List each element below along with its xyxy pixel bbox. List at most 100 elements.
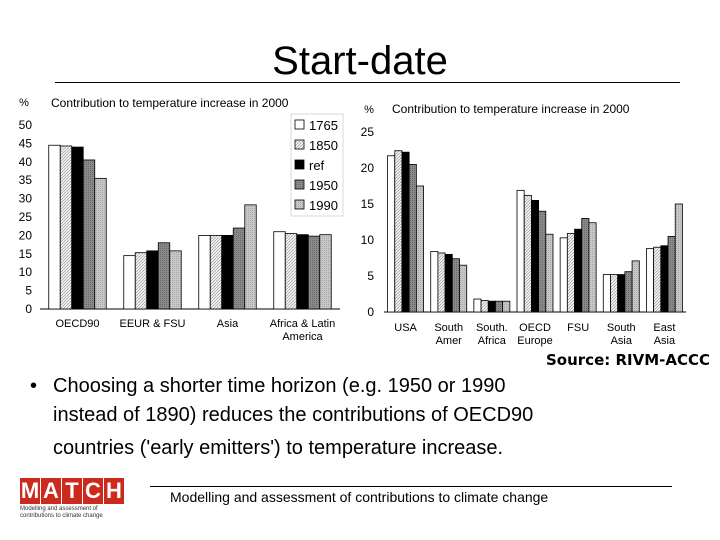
x-tick-label: USA	[394, 322, 417, 334]
bar	[394, 150, 403, 313]
y-tick-label: 45	[19, 136, 33, 150]
bar	[59, 145, 73, 310]
logo-letter: C	[83, 478, 103, 504]
y-tick-label: 20	[361, 161, 375, 175]
bar	[94, 177, 107, 310]
bullet-text: Choosing a shorter time horizon (e.g. 19…	[53, 372, 693, 463]
x-tick-label: South. Africa	[476, 322, 508, 347]
x-tick-label-part: FSU	[567, 322, 589, 334]
bar	[437, 252, 446, 313]
bar	[523, 194, 532, 313]
bar	[401, 151, 410, 313]
legend-label: ref	[309, 158, 325, 173]
y-unit-label: %	[364, 104, 374, 116]
bar	[473, 298, 482, 313]
bar	[82, 159, 96, 310]
x-tick-label: South Asia	[607, 322, 636, 347]
legend-swatch	[294, 139, 305, 150]
bar	[284, 233, 298, 310]
bar	[296, 234, 309, 310]
bar	[566, 233, 575, 313]
chart-title: Contribution to temperature increase in …	[392, 102, 630, 116]
y-tick-label: 15	[361, 197, 375, 211]
bar	[495, 300, 504, 313]
bar	[451, 258, 460, 313]
bar	[653, 246, 662, 313]
x-tick-label-part: OECD	[519, 322, 551, 334]
logo-subtitle: Modelling and assessment of contribution…	[20, 506, 126, 520]
x-tick-label-part: Asia	[611, 335, 633, 347]
bar	[674, 203, 683, 313]
bar	[146, 250, 159, 310]
bar	[480, 300, 489, 313]
chart-title: Contribution to temperature increase in …	[51, 96, 289, 110]
bullet-line-2: instead of 1890) reduces the contributio…	[53, 404, 534, 426]
bar	[610, 274, 619, 313]
y-tick-label: 20	[19, 228, 33, 242]
source-note: Source: RIVM-ACCC	[546, 351, 710, 369]
x-tick-label-part: Africa	[478, 335, 507, 347]
logo-subtitle-line: Modelling and assessment of	[20, 506, 98, 512]
slide-title: Start-date	[272, 39, 448, 83]
x-tick-label-part: America	[282, 331, 323, 343]
y-tick-label: 40	[19, 155, 33, 169]
y-tick-label: 5	[25, 284, 32, 298]
chart-left: % Contribution to temperature increase in…	[19, 96, 344, 343]
y-tick-label: 10	[361, 233, 375, 247]
x-tick-label-part: Amer	[436, 335, 463, 347]
x-tick-label: South Amer	[434, 322, 463, 347]
bar	[444, 253, 453, 313]
bar	[545, 233, 554, 313]
x-tick-label-part: South	[607, 322, 636, 334]
bar	[415, 185, 424, 313]
title-underline	[55, 82, 680, 83]
x-tick-label-part: Asia	[654, 335, 676, 347]
bar	[169, 250, 182, 310]
legend-swatch	[294, 179, 305, 190]
bar	[123, 255, 136, 310]
y-tick-label: 5	[367, 269, 374, 283]
bar	[602, 274, 611, 313]
y-tick-label: 25	[361, 125, 375, 139]
footer-text: Modelling and assessment of contribution…	[170, 489, 549, 505]
y-tick-label: 15	[19, 247, 33, 261]
footer-rule	[150, 486, 672, 487]
legend-swatch	[294, 199, 305, 210]
legend-label: 1850	[309, 138, 338, 153]
bullet-marker: •	[30, 375, 38, 397]
bar	[408, 164, 417, 313]
bar	[631, 260, 640, 313]
legend-swatch	[294, 119, 305, 130]
bar	[530, 200, 539, 313]
bar	[660, 245, 669, 313]
bar	[387, 155, 396, 313]
y-tick-label: 25	[19, 210, 33, 224]
logo-letter: T	[62, 478, 82, 504]
bar	[430, 251, 439, 313]
bar	[502, 300, 511, 313]
y-tick-label: 10	[19, 265, 33, 279]
bullet-line-3: countries ('early emitters') to temperat…	[53, 437, 504, 459]
bar	[588, 222, 597, 313]
x-tick-label: East Asia	[653, 322, 676, 347]
y-tick-label: 30	[19, 192, 33, 206]
bar	[198, 234, 211, 310]
x-tick-label: OECD90	[55, 318, 99, 330]
x-tick-label-part: South.	[476, 322, 508, 334]
x-tick-label-part: Africa & Latin	[270, 318, 335, 330]
x-tick-label: FSU	[567, 322, 589, 334]
bar	[221, 234, 234, 310]
bar	[273, 231, 286, 310]
bullet-line-1: Choosing a shorter time horizon (e.g. 19…	[53, 375, 506, 397]
x-tick-label: Asia	[217, 318, 239, 330]
bar	[559, 237, 568, 313]
x-tick-label: OECD Europe	[517, 322, 552, 347]
logo-subtitle-line: contributions to climate change	[20, 513, 103, 519]
bar	[574, 228, 583, 313]
bar	[71, 146, 84, 310]
bar	[581, 218, 590, 313]
bar	[157, 242, 171, 310]
bar	[459, 264, 468, 313]
bar	[487, 300, 496, 313]
chart-right: % Contribution to temperature increase in…	[361, 102, 686, 347]
